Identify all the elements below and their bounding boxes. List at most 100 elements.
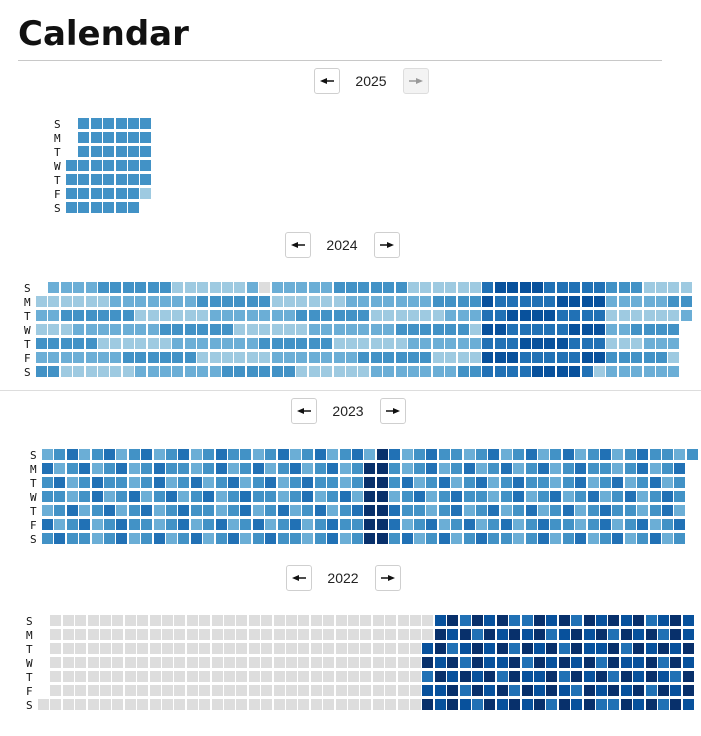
day-cell[interactable] [124,643,136,654]
day-cell[interactable] [500,477,512,488]
day-cell[interactable] [277,477,289,488]
day-cell[interactable] [682,699,694,710]
day-cell[interactable] [172,310,184,321]
day-cell[interactable] [358,338,370,349]
day-cell[interactable] [85,296,97,307]
day-cell[interactable] [209,338,221,349]
day-cell[interactable] [66,533,78,544]
day-cell[interactable] [147,282,159,293]
day-cell[interactable] [434,657,446,668]
day-cell[interactable] [594,310,605,321]
day-cell[interactable] [608,615,620,626]
day-cell[interactable] [290,533,301,544]
day-cell[interactable] [631,324,643,335]
day-cell[interactable] [383,296,395,307]
day-cell[interactable] [73,282,85,293]
day-cell[interactable] [544,310,556,321]
day-cell[interactable] [98,366,109,377]
day-cell[interactable] [507,310,519,321]
day-cell[interactable] [494,366,506,377]
day-cell[interactable] [252,491,264,502]
day-cell[interactable] [668,324,680,335]
day-cell[interactable] [215,463,227,474]
day-cell[interactable] [228,477,239,488]
day-cell[interactable] [656,282,667,293]
day-cell[interactable] [98,324,109,335]
day-cell[interactable] [618,324,630,335]
day-cell[interactable] [166,533,177,544]
day-cell[interactable] [581,352,593,363]
day-cell[interactable] [401,477,413,488]
day-cell[interactable] [110,338,122,349]
day-cell[interactable] [606,282,618,293]
day-cell[interactable] [447,629,459,640]
day-cell[interactable] [166,491,177,502]
day-cell[interactable] [643,324,655,335]
day-cell[interactable] [224,629,235,640]
day-cell[interactable] [476,449,487,460]
day-cell[interactable] [608,643,620,654]
day-cell[interactable] [525,477,537,488]
day-cell[interactable] [556,310,568,321]
day-cell[interactable] [606,366,618,377]
day-cell[interactable] [190,463,202,474]
day-cell[interactable] [426,519,438,530]
day-cell[interactable] [116,519,128,530]
day-cell[interactable] [128,533,140,544]
day-cell[interactable] [110,282,122,293]
day-cell[interactable] [323,699,335,710]
day-cell[interactable] [271,338,283,349]
day-cell[interactable] [91,519,103,530]
day-cell[interactable] [66,477,78,488]
day-cell[interactable] [90,146,102,157]
day-cell[interactable] [583,685,595,696]
day-cell[interactable] [60,282,72,293]
day-cell[interactable] [438,533,450,544]
day-cell[interactable] [414,449,425,460]
day-cell[interactable] [521,657,533,668]
day-cell[interactable] [496,657,508,668]
day-cell[interactable] [395,366,407,377]
day-cell[interactable] [682,657,694,668]
day-cell[interactable] [184,310,196,321]
day-cell[interactable] [434,671,446,682]
day-cell[interactable] [476,477,487,488]
day-cell[interactable] [153,463,165,474]
day-cell[interactable] [575,463,587,474]
day-cell[interactable] [160,282,171,293]
day-cell[interactable] [327,449,339,460]
day-cell[interactable] [203,533,215,544]
day-cell[interactable] [271,296,283,307]
day-cell[interactable] [265,449,277,460]
day-cell[interactable] [284,310,295,321]
day-cell[interactable] [643,352,655,363]
day-cell[interactable] [78,202,90,213]
day-cell[interactable] [298,699,310,710]
day-cell[interactable] [54,533,66,544]
day-cell[interactable] [438,505,450,516]
day-cell[interactable] [128,505,140,516]
day-cell[interactable] [494,352,506,363]
day-cell[interactable] [395,324,407,335]
day-cell[interactable] [376,519,388,530]
day-cell[interactable] [100,671,111,682]
day-cell[interactable] [445,282,457,293]
day-cell[interactable] [534,657,545,668]
day-cell[interactable] [459,629,471,640]
day-cell[interactable] [519,352,531,363]
day-cell[interactable] [558,657,570,668]
day-cell[interactable] [42,505,53,516]
day-cell[interactable] [66,505,78,516]
day-cell[interactable] [370,366,382,377]
day-cell[interactable] [571,699,583,710]
day-cell[interactable] [606,324,618,335]
day-cell[interactable] [277,519,289,530]
day-cell[interactable] [631,352,643,363]
day-cell[interactable] [178,505,190,516]
day-cell[interactable] [556,366,568,377]
day-cell[interactable] [670,615,682,626]
day-cell[interactable] [596,615,607,626]
day-cell[interactable] [141,505,153,516]
day-cell[interactable] [674,519,686,530]
day-cell[interactable] [54,463,66,474]
